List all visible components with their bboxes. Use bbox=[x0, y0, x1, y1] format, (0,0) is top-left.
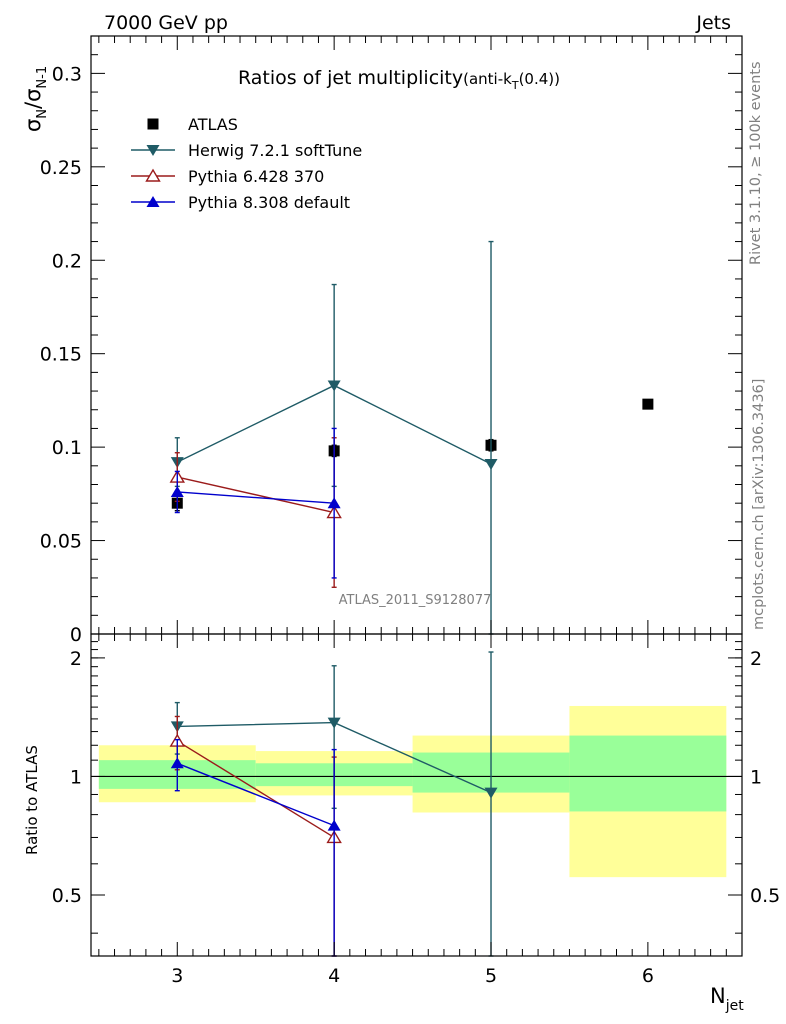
legend-entry-herwig-7-2-1-softtune: Herwig 7.2.1 softTune bbox=[131, 141, 362, 160]
legend-label: Pythia 8.308 default bbox=[188, 193, 350, 212]
legend-entry-pythia-6-428-370: Pythia 6.428 370 bbox=[131, 167, 324, 186]
main-title: Ratios of jet multiplicity(anti-kT(0.4)) bbox=[238, 67, 560, 92]
x-axis-label-sub: jet bbox=[725, 998, 745, 1014]
ratio-ylabel: Ratio to ATLAS bbox=[23, 745, 41, 855]
ratio-y-tick-label-right: 2 bbox=[750, 648, 762, 670]
main-plot: 0 0.05 0.1 0.15 0.2 0.25 0.3 Ratios of jet mul… bbox=[21, 35, 743, 646]
legend-marker bbox=[147, 118, 159, 130]
main-series-layer bbox=[169, 240, 654, 635]
legend: ATLAS Herwig 7.2.1 softTune Pythia 6.428 3… bbox=[131, 115, 362, 212]
main-title-sub: T bbox=[511, 79, 519, 92]
main-ylabel: σN/σN-1 bbox=[21, 66, 50, 132]
x-axis-label: Njet bbox=[710, 984, 744, 1014]
ratio-bands-layer bbox=[91, 705, 742, 878]
legend-label: Herwig 7.2.1 softTune bbox=[188, 141, 362, 160]
series-atlas bbox=[171, 398, 654, 512]
series-line bbox=[176, 740, 335, 839]
ratio-y-tick-label: 2 bbox=[70, 648, 82, 670]
main-title-text: Ratios of jet multiplicity bbox=[238, 67, 463, 89]
y-tick-label: 0.15 bbox=[40, 344, 82, 366]
y-tick-label: 0.25 bbox=[40, 157, 82, 179]
ratio-series-layer bbox=[169, 651, 498, 957]
y-tick-label: 0.1 bbox=[52, 437, 82, 459]
series-line bbox=[177, 491, 335, 504]
x-tick-label: 6 bbox=[642, 965, 654, 987]
header-left: 7000 GeV pp bbox=[104, 12, 228, 34]
series-pythia-6-428-370 bbox=[169, 437, 342, 588]
data-point bbox=[327, 380, 341, 392]
legend-label: ATLAS bbox=[188, 115, 238, 134]
mcplots-label: mcplots.cern.ch [arXiv:1306.3436] bbox=[751, 379, 767, 630]
y-tick-label: 0.2 bbox=[52, 250, 82, 272]
y-tick-label: 0 bbox=[70, 624, 82, 646]
series-pythia-8-308-default bbox=[170, 427, 341, 579]
x-tick-label: 4 bbox=[328, 965, 340, 987]
ratio-y-tick-label: 1 bbox=[70, 766, 82, 788]
legend-marker bbox=[146, 145, 160, 156]
ratio-axes-layer: 0.5 0.5 1 1 2 2 3 4 5 6 bbox=[52, 633, 780, 987]
error-bar bbox=[488, 240, 494, 635]
y-tick-label: 0.05 bbox=[40, 531, 82, 553]
main-ylabel-sub1: N bbox=[35, 109, 50, 119]
main-title-suffix: (anti-k bbox=[463, 70, 512, 88]
legend-marker bbox=[146, 196, 160, 207]
series-line bbox=[177, 476, 335, 514]
uncertainty-band-inner bbox=[569, 735, 727, 812]
data-point bbox=[484, 458, 498, 470]
main-title-tail: (0.4)) bbox=[519, 70, 560, 88]
main-ylabel-sub2: N-1 bbox=[35, 66, 50, 89]
data-point bbox=[327, 819, 341, 831]
x-tick-label: 3 bbox=[171, 965, 183, 987]
analysis-tag: ATLAS_2011_S9128077 bbox=[339, 593, 492, 608]
x-tick-label: 5 bbox=[485, 965, 497, 987]
y-tick-label: 0.3 bbox=[52, 63, 82, 85]
data-point bbox=[642, 398, 654, 410]
legend-marker bbox=[145, 168, 161, 182]
ratio-y-tick-label: 0.5 bbox=[52, 885, 82, 907]
data-point bbox=[327, 497, 341, 509]
data-point bbox=[327, 717, 341, 729]
legend-label: Pythia 6.428 370 bbox=[188, 167, 324, 186]
data-point bbox=[170, 757, 184, 769]
ratio-y-tick-label-right: 0.5 bbox=[750, 885, 780, 907]
legend-entry-pythia-8-308-default: Pythia 8.308 default bbox=[131, 193, 350, 212]
data-point bbox=[484, 787, 498, 799]
series-line bbox=[177, 762, 335, 827]
ratio-y-tick-label-right: 1 bbox=[750, 766, 762, 788]
header-right: Jets bbox=[695, 12, 731, 34]
main-ylabel-sigma: σ bbox=[21, 119, 45, 132]
ratio-frame bbox=[90, 633, 743, 957]
data-point bbox=[170, 485, 184, 497]
rivet-label: Rivet 3.1.10, ≥ 100k events bbox=[748, 61, 764, 265]
x-axis-label-main: N bbox=[710, 984, 726, 1008]
legend-entry-atlas: ATLAS bbox=[147, 115, 238, 134]
main-axes-layer: 0 0.05 0.1 0.15 0.2 0.25 0.3 bbox=[40, 35, 743, 646]
ratio-plot: 0.5 0.5 1 1 2 2 3 4 5 6 Ratio to ATLAS Njet bbox=[23, 633, 780, 1014]
main-ylabel-mid: /σ bbox=[21, 89, 45, 109]
